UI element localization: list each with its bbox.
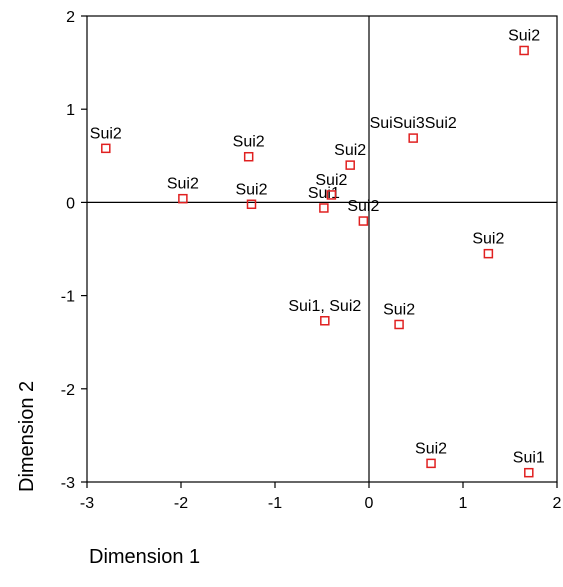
data-point xyxy=(101,143,111,154)
x-tick-label: -2 xyxy=(174,495,188,512)
point-label: Sui2 xyxy=(167,176,199,193)
x-tick-label: -3 xyxy=(80,495,94,512)
plot-frame xyxy=(86,15,558,483)
data-point xyxy=(319,203,329,213)
point-label: Sui2 xyxy=(235,181,267,198)
y-tick-label: 0 xyxy=(66,195,75,212)
y-tick-label: 1 xyxy=(66,102,75,119)
data-point xyxy=(243,151,254,162)
reference-lines xyxy=(87,16,557,482)
data-point xyxy=(358,216,369,226)
data-point xyxy=(345,160,355,170)
point-label: Sui2 xyxy=(334,142,366,159)
y-tick-label: -2 xyxy=(61,382,75,399)
data-point xyxy=(426,458,436,469)
point-label: Sui2 xyxy=(383,301,415,318)
data-point xyxy=(408,133,418,143)
data-point xyxy=(519,45,529,56)
point-label: Sui2 xyxy=(415,440,447,457)
y-tick-label: -3 xyxy=(61,475,75,492)
point-label: Sui2 xyxy=(508,27,540,44)
point-label: Sui2 xyxy=(90,125,122,142)
x-axis: -3 -2 -1 0 1 2 xyxy=(80,482,562,512)
point-label: Sui1 xyxy=(513,450,545,467)
point-label: Sui2 xyxy=(347,198,379,215)
data-point xyxy=(178,193,188,204)
x-axis-title: Dimension 1 xyxy=(89,546,200,568)
x-tick-label: 2 xyxy=(553,495,562,512)
y-tick-label: -1 xyxy=(61,289,75,306)
x-tick-label: -1 xyxy=(268,495,282,512)
point-label: Sui2 xyxy=(472,231,504,248)
point-label: Sui2 xyxy=(315,172,347,189)
point-label: Sui1, Sui2 xyxy=(288,298,361,315)
data-point xyxy=(394,319,404,330)
point-label: Sui2 xyxy=(233,134,265,151)
data-point xyxy=(326,190,337,200)
point-label: SuiSui3Sui2 xyxy=(370,115,457,132)
y-axis-title: Dimension 2 xyxy=(16,381,38,492)
data-point xyxy=(524,467,534,478)
data-point xyxy=(320,316,330,326)
x-tick-label: 0 xyxy=(365,495,374,512)
x-tick-label: 1 xyxy=(459,495,468,512)
data-point xyxy=(483,248,494,259)
y-tick-label: 2 xyxy=(66,9,75,26)
point-label: Sui1 xyxy=(308,185,340,202)
data-point xyxy=(246,199,257,210)
y-axis: 2 1 0 -1 -2 -3 xyxy=(61,9,87,492)
